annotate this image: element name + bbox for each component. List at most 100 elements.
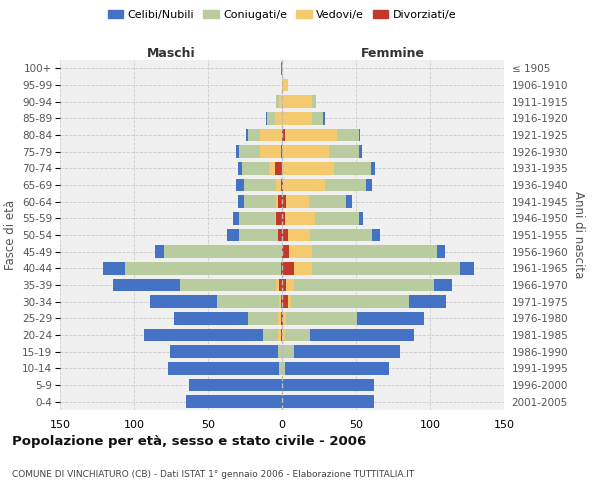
Bar [329,146,359,158]
Bar [282,279,286,291]
Bar [238,196,244,208]
Bar [244,196,276,208]
Bar [276,196,278,208]
Bar [276,179,281,192]
Bar [285,362,389,374]
Bar [288,229,310,241]
Bar [278,229,282,241]
Bar [282,379,374,391]
Bar [286,279,294,291]
Bar [282,362,285,374]
Bar [460,262,475,274]
Bar [289,246,311,258]
Y-axis label: Anni di nascita: Anni di nascita [572,192,585,278]
Bar [288,296,291,308]
Bar [285,212,314,224]
Bar [279,296,281,308]
Bar [372,229,380,241]
Bar [189,379,282,391]
Bar [233,212,239,224]
Bar [279,362,282,374]
Bar [281,62,282,74]
Bar [164,246,282,258]
Bar [238,162,242,174]
Bar [275,212,276,224]
Bar [359,129,361,141]
Bar [275,112,282,124]
Bar [103,262,125,274]
Bar [283,179,325,192]
Bar [285,329,310,341]
Bar [283,312,286,324]
Bar [282,196,286,208]
Bar [279,279,282,291]
Bar [371,162,375,174]
Bar [242,162,269,174]
Bar [281,329,282,341]
Bar [434,279,452,291]
Bar [276,279,279,291]
Text: COMUNE DI VINCHIATURO (CB) - Dati ISTAT 1° gennaio 2006 - Elaborazione TUTTITALI: COMUNE DI VINCHIATURO (CB) - Dati ISTAT … [12,470,414,479]
Bar [325,179,367,192]
Bar [346,196,352,208]
Bar [236,179,244,192]
Bar [294,346,400,358]
Text: Femmine: Femmine [361,47,425,60]
Bar [323,112,325,124]
Bar [294,262,311,274]
Bar [311,112,323,124]
Bar [282,346,294,358]
Bar [282,296,288,308]
Legend: Celibi/Nubili, Coniugati/e, Vedovi/e, Divorziati/e: Celibi/Nubili, Coniugati/e, Vedovi/e, Di… [103,6,461,25]
Bar [281,262,282,274]
Bar [236,146,239,158]
Bar [269,162,275,174]
Bar [282,212,285,224]
Bar [267,112,275,124]
Bar [281,179,282,192]
Y-axis label: Fasce di età: Fasce di età [4,200,17,270]
Bar [244,179,276,192]
Bar [291,296,409,308]
Text: Popolazione per età, sesso e stato civile - 2006: Popolazione per età, sesso e stato civil… [12,435,366,448]
Bar [248,129,260,141]
Bar [437,246,445,258]
Bar [260,146,281,158]
Bar [168,362,279,374]
Bar [278,312,281,324]
Bar [278,346,282,358]
Bar [282,112,311,124]
Bar [367,179,372,192]
Bar [278,329,281,341]
Bar [282,79,288,92]
Bar [286,196,308,208]
Bar [409,296,446,308]
Bar [308,196,346,208]
Bar [263,329,278,341]
Bar [260,129,282,141]
Bar [150,296,217,308]
Bar [170,346,278,358]
Bar [279,96,282,108]
Bar [113,279,180,291]
Bar [310,229,372,241]
Bar [278,196,282,208]
Bar [286,312,358,324]
Bar [282,146,329,158]
Bar [337,129,359,141]
Bar [282,246,289,258]
Bar [217,296,279,308]
Bar [155,246,164,258]
Bar [282,229,288,241]
Text: Maschi: Maschi [146,47,196,60]
Bar [285,129,337,141]
Bar [186,396,282,408]
Bar [311,246,437,258]
Bar [334,162,371,174]
Bar [174,312,248,324]
Bar [282,96,311,108]
Bar [239,212,275,224]
Bar [276,96,279,108]
Bar [282,129,285,141]
Bar [227,229,239,241]
